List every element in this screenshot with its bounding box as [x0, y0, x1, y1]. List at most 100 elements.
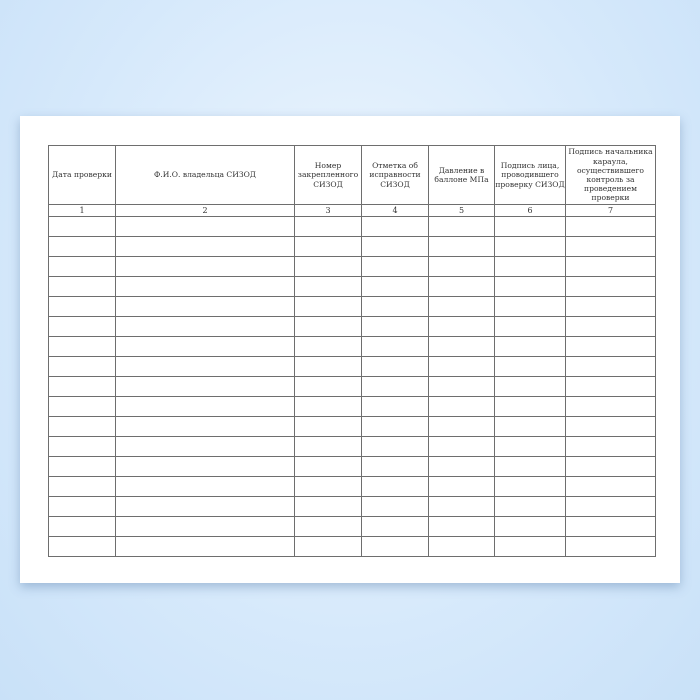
table-cell — [294, 236, 362, 257]
table-cell — [428, 496, 495, 517]
table-cell — [115, 356, 295, 377]
table-cell — [565, 356, 656, 377]
table-cell — [565, 476, 656, 497]
table-cell — [494, 276, 566, 297]
table-cell — [48, 456, 116, 477]
header-serviceability: Отметка об исправности СИЗОД — [361, 145, 429, 205]
table-cell — [361, 236, 429, 257]
table-cell — [494, 356, 566, 377]
column-number: 6 — [494, 204, 566, 217]
table-cell — [494, 216, 566, 237]
table-cell — [294, 276, 362, 297]
table-cell — [361, 456, 429, 477]
table-cell — [294, 496, 362, 517]
table-cell — [428, 296, 495, 317]
column-number: 5 — [428, 204, 495, 217]
table-cell — [361, 276, 429, 297]
table-row — [48, 276, 656, 297]
header-pressure: Давление в баллоне МПа — [428, 145, 495, 205]
table-cell — [361, 516, 429, 537]
table-cell — [115, 256, 295, 277]
column-number: 4 — [361, 204, 429, 217]
table-cell — [428, 316, 495, 337]
table-row — [48, 456, 656, 477]
table-cell — [361, 476, 429, 497]
table-cell — [361, 496, 429, 517]
table-cell — [294, 316, 362, 337]
table-cell — [428, 376, 495, 397]
table-cell — [294, 216, 362, 237]
table-cell — [565, 276, 656, 297]
column-number: 2 — [115, 204, 295, 217]
table-cell — [361, 436, 429, 457]
table-cell — [48, 396, 116, 417]
table-cell — [115, 396, 295, 417]
table-cell — [494, 416, 566, 437]
table-cell — [361, 296, 429, 317]
table-cell — [565, 216, 656, 237]
table-cell — [294, 336, 362, 357]
table-cell — [115, 536, 295, 557]
table-cell — [115, 296, 295, 317]
table-cell — [294, 396, 362, 417]
table-cell — [565, 376, 656, 397]
table-cell — [494, 456, 566, 477]
table-cell — [294, 536, 362, 557]
table-cell — [494, 436, 566, 457]
table-cell — [48, 276, 116, 297]
table-cell — [428, 516, 495, 537]
table-cell — [48, 476, 116, 497]
table-cell — [428, 396, 495, 417]
table-cell — [494, 536, 566, 557]
table-cell — [115, 516, 295, 537]
table-cell — [361, 256, 429, 277]
table-cell — [294, 456, 362, 477]
column-number: 7 — [565, 204, 656, 217]
table-cell — [361, 396, 429, 417]
table-cell — [115, 276, 295, 297]
table-cell — [294, 476, 362, 497]
table-cell — [361, 316, 429, 337]
column-number: 3 — [294, 204, 362, 217]
table-row — [48, 356, 656, 377]
table-cell — [294, 356, 362, 377]
table-cell — [48, 296, 116, 317]
table-row — [48, 396, 656, 417]
table-cell — [48, 356, 116, 377]
table-cell — [115, 376, 295, 397]
table-cell — [428, 356, 495, 377]
table-cell — [115, 336, 295, 357]
table-cell — [565, 436, 656, 457]
table-cell — [565, 336, 656, 357]
table-cell — [361, 536, 429, 557]
header-inspector-signature: Подпись лица, проводившего проверку СИЗО… — [494, 145, 566, 205]
table-cell — [48, 416, 116, 437]
table-cell — [565, 496, 656, 517]
table-cell — [428, 476, 495, 497]
table-cell — [565, 396, 656, 417]
table-row — [48, 296, 656, 317]
table-cell — [428, 436, 495, 457]
table-row — [48, 496, 656, 517]
table-cell — [361, 376, 429, 397]
table-cell — [494, 496, 566, 517]
table-cell — [115, 416, 295, 437]
table-cell — [115, 496, 295, 517]
table-cell — [48, 216, 116, 237]
table-cell — [48, 516, 116, 537]
table-cell — [494, 376, 566, 397]
header-device-number: Номер закрепленного СИЗОД — [294, 145, 362, 205]
inspection-log-table: Дата проверки Ф.И.О. владельца СИЗОД Ном… — [48, 145, 656, 557]
table-cell — [494, 476, 566, 497]
table-row — [48, 256, 656, 277]
table-row — [48, 416, 656, 437]
table-cell — [115, 476, 295, 497]
table-row — [48, 316, 656, 337]
table-cell — [494, 336, 566, 357]
table-body — [48, 216, 656, 557]
table-cell — [294, 256, 362, 277]
table-cell — [115, 236, 295, 257]
table-cell — [48, 496, 116, 517]
table-cell — [115, 456, 295, 477]
table-cell — [428, 276, 495, 297]
